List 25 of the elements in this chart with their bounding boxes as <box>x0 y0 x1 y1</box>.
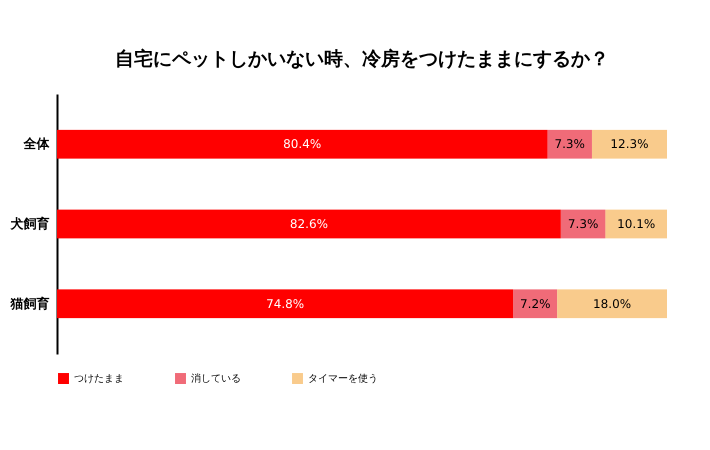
bar <box>560 210 606 238</box>
bar <box>57 210 561 238</box>
data-label: 82.6% <box>290 217 328 231</box>
chart-title: 自宅にペットしかいない時、冷房をつけたままにするか？ <box>115 48 609 70</box>
data-label: 10.1% <box>617 217 656 231</box>
bar <box>57 130 548 159</box>
y-tick-label: 犬飼育 <box>10 216 50 232</box>
data-label: 7.3% <box>568 217 598 231</box>
legend-label: 消している <box>191 372 241 385</box>
data-label: 12.3% <box>610 137 649 152</box>
data-label: 18.0% <box>593 296 632 311</box>
data-label: 7.3% <box>554 137 585 152</box>
y-tick-label: 全体 <box>22 137 50 152</box>
bar <box>513 289 558 318</box>
y-tick-label: 猫飼育 <box>10 296 50 312</box>
bar <box>592 130 667 159</box>
bar <box>57 289 514 318</box>
bar <box>605 210 667 238</box>
bar <box>547 130 592 159</box>
data-label: 74.8% <box>266 296 304 311</box>
data-label: 80.4% <box>283 137 322 152</box>
data-label: 7.2% <box>520 296 550 311</box>
bar <box>557 289 667 318</box>
legend-label: つけたまま <box>74 374 124 385</box>
legend-label: タイマーを使う <box>308 374 378 385</box>
